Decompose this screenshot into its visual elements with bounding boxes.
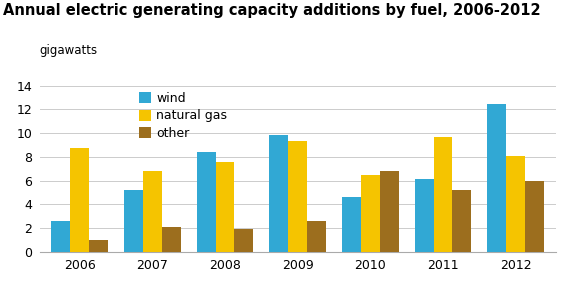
- Bar: [269, 135, 288, 252]
- Bar: [307, 221, 326, 252]
- Bar: [434, 137, 452, 252]
- Bar: [70, 148, 89, 252]
- Bar: [215, 162, 234, 252]
- Bar: [197, 152, 215, 252]
- Bar: [52, 221, 70, 252]
- Bar: [234, 229, 253, 252]
- Bar: [89, 240, 108, 252]
- Bar: [380, 171, 399, 252]
- Bar: [525, 180, 544, 252]
- Bar: [342, 196, 361, 252]
- Bar: [452, 190, 471, 252]
- Bar: [506, 156, 525, 252]
- Bar: [488, 104, 506, 252]
- Bar: [414, 179, 434, 252]
- Bar: [162, 227, 181, 252]
- Bar: [361, 175, 380, 252]
- Text: gigawatts: gigawatts: [40, 44, 98, 57]
- Text: Annual electric generating capacity additions by fuel, 2006-2012: Annual electric generating capacity addi…: [3, 3, 540, 18]
- Legend: wind, natural gas, other: wind, natural gas, other: [139, 92, 227, 140]
- Bar: [288, 141, 307, 252]
- Bar: [143, 171, 162, 252]
- Bar: [124, 190, 143, 252]
